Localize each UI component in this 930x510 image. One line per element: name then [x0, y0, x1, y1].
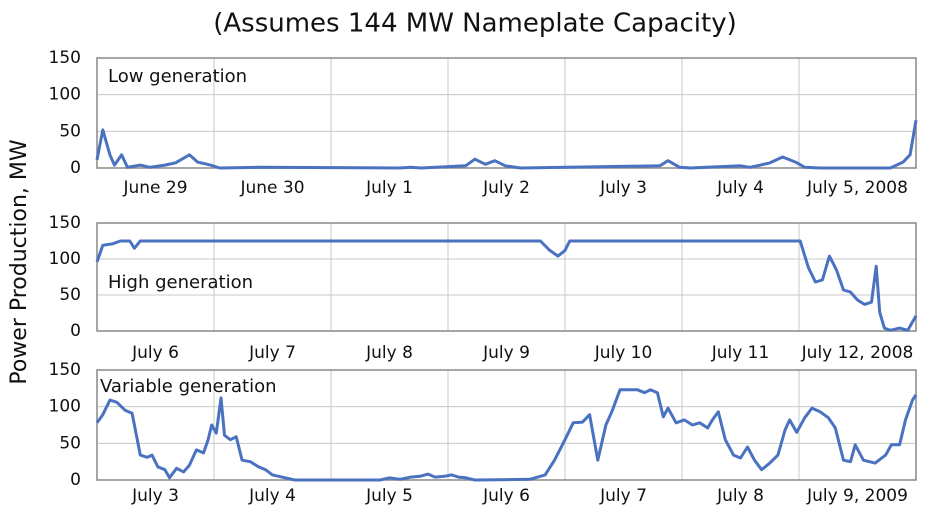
x-tick-label: July 2 [482, 178, 530, 198]
x-tick-label: July 8 [716, 486, 764, 506]
y-axis-label: Power Production, MW [7, 139, 32, 385]
x-tick-label: July 5 [365, 486, 413, 506]
y-tick-label: 150 [49, 360, 81, 380]
x-tick-label: July 4 [716, 178, 764, 198]
x-tick-label: June 30 [239, 178, 304, 198]
x-tick-label: July 6 [131, 343, 179, 363]
x-tick-label: July 10 [594, 343, 653, 363]
x-tick-label: July 9, 2009 [806, 486, 908, 506]
x-tick-label: July 5, 2008 [806, 178, 908, 198]
annotation: Low generation [108, 66, 247, 87]
y-tick-label: 100 [49, 397, 81, 417]
x-tick-label: July 7 [599, 486, 647, 506]
x-tick-label: July 1 [365, 178, 413, 198]
y-tick-label: 50 [59, 285, 81, 305]
x-tick-label: July 6 [482, 486, 530, 506]
x-tick-label: July 4 [248, 486, 296, 506]
annotation: High generation [108, 272, 253, 293]
line [95, 388, 918, 482]
y-tick-label: 50 [59, 433, 81, 453]
x-tick-label: July 3 [599, 178, 647, 198]
annotation: Variable generation [100, 376, 277, 397]
y-tick-label: 100 [49, 85, 81, 105]
x-tick-label: July 8 [365, 343, 413, 363]
x-tick-label: July 9 [482, 343, 530, 363]
y-tick-label: 0 [70, 321, 81, 341]
y-tick-label: 50 [59, 121, 81, 141]
y-tick-label: 0 [70, 470, 81, 490]
line [95, 239, 918, 332]
x-tick-label: July 12, 2008 [801, 343, 914, 363]
plot-frame [96, 222, 917, 332]
y-tick-label: 150 [49, 48, 81, 68]
x-tick-label: July 7 [248, 343, 296, 363]
x-tick-label: July 11 [711, 343, 770, 363]
y-tick-label: 100 [49, 249, 81, 269]
x-tick-label: June 29 [122, 178, 187, 198]
plot-frame [96, 57, 917, 169]
line [95, 120, 918, 170]
y-tick-label: 150 [49, 213, 81, 233]
chart-title: (Assumes 144 MW Nameplate Capacity) [213, 9, 737, 39]
x-tick-label: July 3 [131, 486, 179, 506]
y-tick-label: 0 [70, 158, 81, 178]
